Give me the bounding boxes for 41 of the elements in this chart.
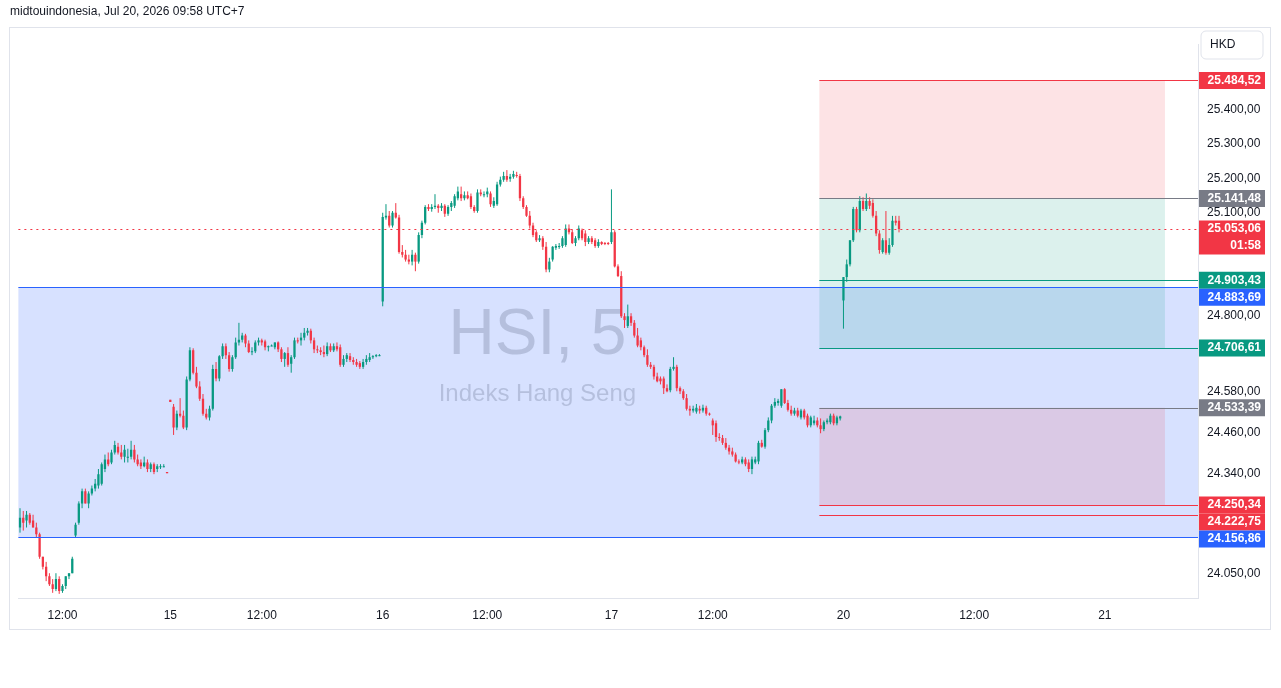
y-tick-label: 24.050,00 [1207,566,1261,581]
candlestick [757,440,760,465]
ref-line-label: 24.533,39 [1207,399,1262,414]
y-tick-label: 24.340,00 [1207,466,1261,481]
ref-line-label: 24.222,75 [1207,514,1262,529]
candlestick [414,252,417,272]
x-tick-label: 12:00 [47,607,78,622]
ref-line-label: 25.484,52 [1207,72,1262,87]
x-tick-label: 16 [376,607,390,622]
x-tick-label: 12:00 [959,607,990,622]
ref-line-label: 25.141,48 [1207,190,1262,205]
ref-line-label: 24.903,43 [1207,272,1262,287]
ref-line-label: 25.053,06 01:58 [1207,221,1262,253]
candlestick [22,510,25,532]
chart-title: midtouindonesia, Jul 20, 2026 09:58 UTC+7 [10,4,245,18]
candlestick [780,388,783,409]
ref-line-label: 24.250,34 [1207,497,1262,512]
y-tick-label: 25.100,00 [1207,205,1261,220]
candlestick [610,188,613,245]
candlestick [476,188,479,214]
y-tick-label: 25.300,00 [1207,136,1261,151]
y-tick-label: 24.800,00 [1207,308,1261,323]
x-tick-label: 21 [1098,607,1112,622]
x-tick-label: 12:00 [697,607,729,622]
x-tick-label: 12:00 [472,607,503,622]
y-tick-label: 25.400,00 [1207,101,1261,116]
candlestick [433,193,437,210]
x-tick-label: 20 [836,607,851,622]
candlestick [250,346,254,356]
candlestick [214,361,218,382]
x-tick-label: 17 [604,607,619,622]
y-tick-label: 25.200,00 [1207,170,1261,185]
y-axis-title: HKD [1210,37,1236,52]
x-tick-label: 15 [163,607,178,622]
y-tick-label: 24.460,00 [1207,425,1261,440]
y-tick-label: 24.580,00 [1207,383,1261,398]
x-tick-label: 12:00 [246,607,278,622]
ref-line-label: 24.706,61 [1207,340,1262,355]
ref-line-label: 24.883,69 [1207,289,1262,304]
candlestick [172,403,175,436]
ref-line-label: 24.156,86 [1207,531,1262,546]
